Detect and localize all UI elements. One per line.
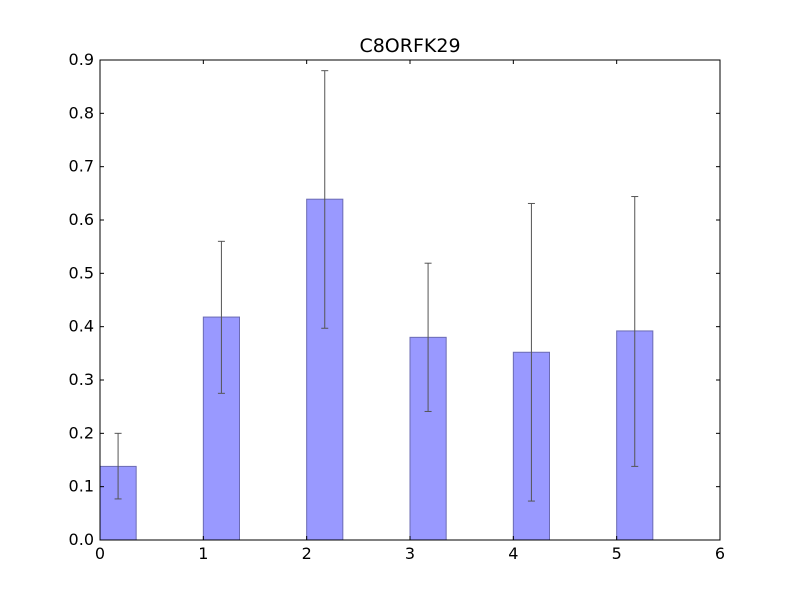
y-tick-labels: 0.0 0.1 0.2 0.3 0.4 0.5 0.6 0.7 0.8 0.9	[69, 50, 94, 549]
error-bar-3	[424, 262, 432, 412]
chart-title: C8ORFK29	[359, 35, 460, 57]
y-tick-label: 0.2	[69, 423, 94, 442]
bar-3	[409, 336, 447, 541]
bars-layer	[99, 198, 654, 541]
error-bar-2	[321, 70, 329, 329]
error-bar-1	[217, 240, 225, 394]
errorbars-layer	[114, 70, 639, 502]
x-tick-label: 2	[302, 544, 312, 563]
y-tick-label: 0.1	[69, 477, 94, 496]
y-tick-label: 0.6	[69, 210, 94, 229]
x-tick-label: 1	[198, 544, 208, 563]
error-bar-4	[527, 202, 535, 502]
x-tick-label: 3	[405, 544, 415, 563]
y-tick-label: 0.9	[69, 50, 94, 69]
y-tick-label: 0.5	[69, 263, 94, 282]
error-bar-5	[631, 196, 639, 467]
y-tick-label: 0.3	[69, 370, 94, 389]
y-tick-label: 0.7	[69, 157, 94, 176]
error-bar-0	[114, 432, 122, 500]
y-tick-label: 0.0	[69, 530, 94, 549]
ticks-layer	[99, 59, 721, 541]
x-tick-label: 4	[508, 544, 518, 563]
x-tick-labels: 0 1 2 3 4 5 6	[95, 544, 725, 563]
y-tick-label: 0.8	[69, 103, 94, 122]
y-tick-label: 0.4	[69, 317, 94, 336]
x-tick-label: 5	[612, 544, 622, 563]
x-tick-label: 6	[715, 544, 725, 563]
x-tick-label: 0	[95, 544, 105, 563]
